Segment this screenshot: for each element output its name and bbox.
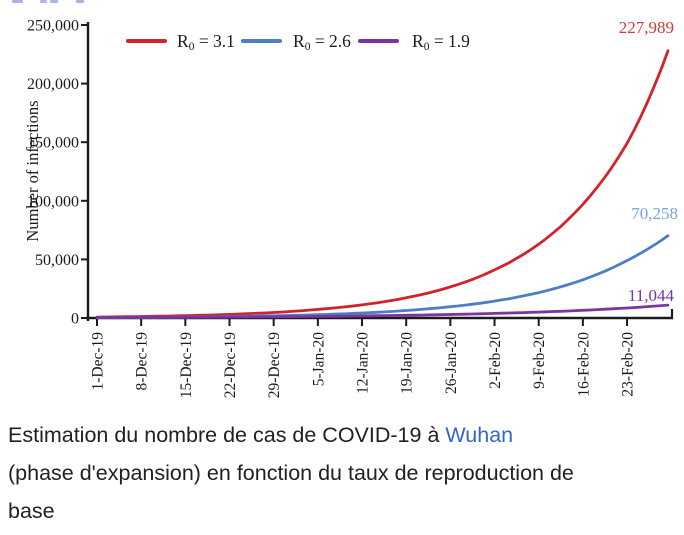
end-value-label: 11,044 — [628, 286, 675, 305]
clipped-text-fragment — [76, 0, 84, 3]
caption-line2-text: (phase d'expansion) en fonction du taux … — [8, 461, 574, 485]
legend-label: R0 = 3.1 — [177, 31, 235, 53]
y-tick-label: 0 — [71, 311, 79, 328]
x-tick-label: 9-Feb-20 — [531, 332, 548, 389]
x-tick-label: 19-Jan-20 — [399, 332, 416, 394]
end-value-label: 227,989 — [619, 18, 674, 37]
wuhan-link[interactable]: Wuhan — [445, 423, 514, 447]
clipped-text-fragment — [12, 0, 23, 3]
curve-03.1 — [95, 49, 670, 319]
y-tick-label: 250,000 — [27, 18, 79, 35]
x-tick-label: 15-Dec-19 — [178, 332, 195, 399]
caption-line1-text: Estimation du nombre de cas de COVID-19 … — [8, 423, 446, 447]
x-tick-label: 29-Dec-19 — [266, 332, 283, 399]
figure-caption: Estimation du nombre de cas de COVID-19 … — [8, 416, 676, 530]
figure-image[interactable]: 0 50,000 100,000 150,000 200,000 250,000 1-Dec… — [0, 0, 684, 412]
y-axis-title: Number of infections — [23, 100, 42, 241]
y-tick-label: 50,000 — [35, 252, 79, 269]
curve-02.6 — [95, 234, 670, 319]
x-tick-label: 1-Dec-19 — [90, 332, 107, 391]
x-tick-label: 2-Feb-20 — [487, 332, 504, 389]
clipped-text-fragment — [50, 0, 58, 3]
x-tick-label: 16-Feb-20 — [575, 332, 592, 397]
y-tick-label: 200,000 — [27, 76, 79, 93]
y-tick-label: 100,000 — [27, 193, 79, 210]
legend-label: R0 = 2.6 — [293, 31, 351, 53]
curve-01.9 — [95, 303, 670, 319]
x-tick-label: 22-Dec-19 — [222, 332, 239, 399]
y-tick-label: 150,000 — [27, 135, 79, 152]
end-value-label: 70,258 — [631, 204, 678, 223]
clipped-text-fragment — [40, 0, 47, 3]
caption-line3-text: base — [8, 499, 55, 523]
x-tick-label: 23-Feb-20 — [620, 332, 637, 397]
x-tick-label: 5-Jan-20 — [310, 332, 327, 386]
legend-label: R0 = 1.9 — [412, 31, 470, 53]
x-tick-label: 26-Jan-20 — [443, 332, 460, 394]
x-tick-label: 8-Dec-19 — [134, 332, 151, 391]
x-tick-label: 12-Jan-20 — [355, 332, 372, 394]
covid-estimation-chart[interactable]: 0 50,000 100,000 150,000 200,000 250,000 1-Dec… — [0, 0, 684, 412]
